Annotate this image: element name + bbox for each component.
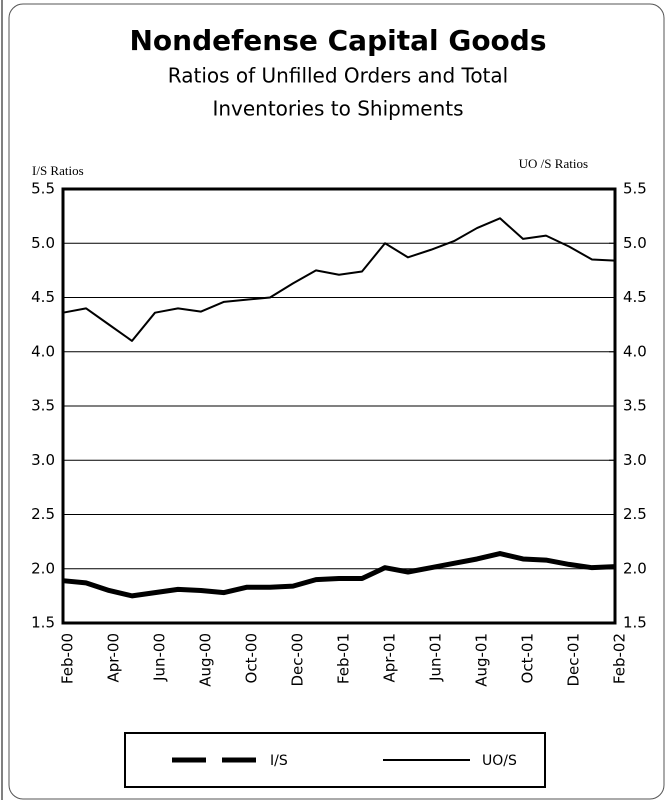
y2-tick-label: 5.5	[623, 180, 647, 198]
x-tick-label: Jun-00	[151, 633, 169, 682]
x-tick-label: Dec-01	[565, 633, 583, 687]
y-tick-label: 4.5	[31, 288, 55, 306]
x-tick-label: Jun-01	[427, 633, 445, 682]
chart-title: Nondefense Capital Goods	[129, 24, 546, 57]
y-tick-label: 4.0	[31, 342, 55, 360]
x-tick-label: Oct-00	[243, 633, 261, 683]
y2-tick-label: 1.5	[623, 614, 647, 632]
x-tick-label: Aug-01	[473, 633, 491, 687]
x-tick-label: Oct-01	[519, 633, 537, 683]
y2-tick-label: 5.0	[623, 234, 647, 252]
y2-tick-label: 2.0	[623, 559, 647, 577]
chart-subtitle: Ratios of Unfilled Orders and Total	[168, 64, 508, 88]
series-line	[62, 551, 616, 599]
x-tick-label: Dec-00	[289, 633, 307, 687]
y-tick-label: 5.5	[31, 180, 55, 198]
x-tick-label: Feb-01	[335, 633, 353, 684]
y-tick-label: 3.0	[31, 451, 55, 469]
x-tick-label: Apr-01	[381, 633, 399, 683]
chart-subtitle: Inventories to Shipments	[212, 97, 463, 121]
y2-tick-label: 4.5	[623, 288, 647, 306]
y-tick-label: 3.5	[31, 397, 55, 415]
x-tick-label: Apr-00	[105, 633, 123, 683]
y-tick-label: 5.0	[31, 234, 55, 252]
y2-tick-label: 3.5	[623, 397, 647, 415]
legend-label: I/S	[270, 753, 288, 769]
y-tick-label: 2.0	[31, 559, 55, 577]
y-tick-label: 1.5	[31, 614, 55, 632]
y-tick-label: 2.5	[31, 505, 55, 523]
plot-frame	[61, 187, 617, 625]
y-axis-label: I/S Ratios	[32, 163, 84, 178]
series-line	[62, 217, 616, 342]
y2-tick-label: 2.5	[623, 505, 647, 523]
y2-tick-label: 3.0	[623, 451, 647, 469]
y2-tick-label: 4.0	[623, 342, 647, 360]
legend-label: UO/S	[482, 753, 517, 769]
legend-box	[124, 732, 546, 788]
y2-axis-label: UO /S Ratios	[519, 156, 588, 171]
x-tick-label: Feb-00	[59, 633, 77, 684]
frame	[8, 3, 665, 800]
x-tick-label: Aug-00	[197, 633, 215, 687]
x-tick-label: Feb-02	[611, 633, 629, 684]
